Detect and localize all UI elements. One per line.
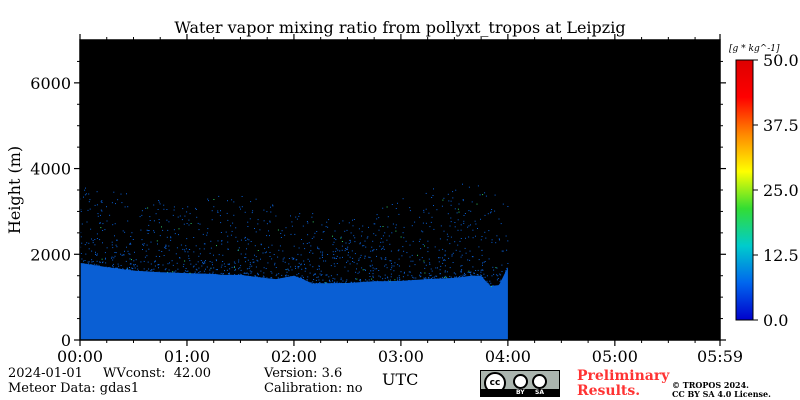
license-text: CC BY SA 4.0 License. (672, 389, 771, 399)
cc-license-badge: cc BY SA (480, 370, 560, 397)
version-text: Version: 3.6 (264, 366, 343, 381)
x-tick-label: 04:00 (485, 347, 531, 366)
x-axis-label: UTC (382, 370, 419, 389)
wvconst-text: WVconst: 42.00 (103, 366, 211, 381)
plot-area (80, 40, 720, 340)
x-tick-label: 05:59 (697, 347, 743, 366)
colorbar-tick-label: 25.0 (763, 181, 799, 200)
colorbar-unit-label: [g * kg^-1] (729, 44, 780, 54)
sa-label: SA (535, 389, 544, 396)
colorbar-tick-label: 37.5 (763, 116, 799, 135)
y-axis-label: Height (m) (5, 146, 24, 234)
by-label: BY (516, 389, 525, 396)
x-tick-label: 01:00 (164, 347, 210, 366)
x-tick-label: 05:00 (592, 347, 638, 366)
x-tick-label: 03:00 (378, 347, 424, 366)
x-tick-label: 00:00 (57, 347, 103, 366)
y-tick-label: 6000 (30, 74, 71, 93)
calibration-text: Calibration: no (264, 381, 363, 396)
y-tick-label: 4000 (30, 160, 71, 179)
signal-noise (80, 183, 509, 287)
preliminary-text: Preliminary (577, 368, 670, 384)
colorbar-tick-label: 50.0 (763, 51, 799, 70)
date-text: 2024-01-01 (8, 366, 83, 381)
water-vapor-layer (80, 262, 508, 340)
y-tick-label: 0 (61, 331, 71, 350)
chart-title: Water vapor mixing ratio from pollyxt_tr… (174, 18, 625, 37)
colorbar-tick-label: 12.5 (763, 246, 799, 265)
y-tick-label: 2000 (30, 245, 71, 264)
axes: 00:00 01:00 02:00 03:00 04:00 05:00 05:59 0 2000… (30, 34, 743, 366)
results-text: Results. (577, 383, 641, 399)
colorbar-gradient (735, 59, 754, 321)
colorbar-tick-label: 0.0 (763, 311, 788, 330)
by-person-icon (513, 374, 528, 389)
copyright-text: © TROPOS 2024. (672, 380, 749, 390)
meteor-data-text: Meteor Data: gdas1 (8, 381, 140, 396)
x-tick-label: 02:00 (271, 347, 317, 366)
sa-share-icon (532, 374, 547, 389)
colorbar: 0.0 12.5 25.0 37.5 50.0[g * kg^-1] (729, 44, 799, 330)
